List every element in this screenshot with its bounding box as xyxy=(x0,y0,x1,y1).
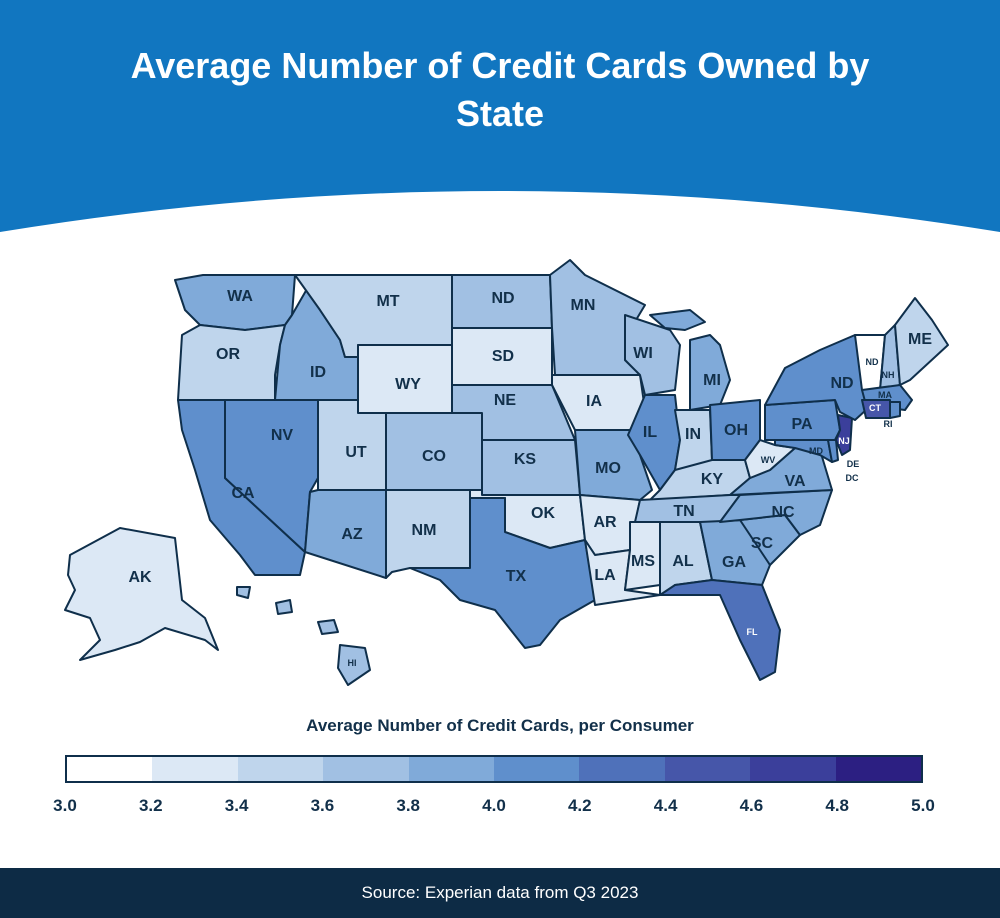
label-pa: PA xyxy=(791,416,812,433)
label-ct: CT xyxy=(869,403,881,413)
legend-color-scale xyxy=(65,755,923,783)
legend-swatch-2 xyxy=(237,757,324,781)
label-id: ID xyxy=(310,364,326,381)
legend-tick-8: 4.6 xyxy=(739,796,764,815)
state-ri[interactable] xyxy=(889,401,901,419)
state-de[interactable] xyxy=(827,439,839,463)
legend-swatch-0 xyxy=(67,757,153,781)
label-or: OR xyxy=(216,346,240,363)
label-ny: ND xyxy=(830,375,853,392)
legend-swatch-1 xyxy=(152,757,238,781)
label-ne: NE xyxy=(494,392,517,409)
label-de: DE xyxy=(847,459,860,469)
label-ut: UT xyxy=(345,444,367,461)
legend-swatch-8 xyxy=(750,757,836,781)
state-hi-3[interactable] xyxy=(317,619,339,635)
legend-swatch-3 xyxy=(323,757,409,781)
legend-swatch-5 xyxy=(494,757,580,781)
state-ak[interactable] xyxy=(64,527,219,661)
label-mt: MT xyxy=(376,293,399,310)
label-ga: GA xyxy=(722,554,746,571)
label-az: AZ xyxy=(341,526,363,543)
label-vt: ND xyxy=(866,357,879,367)
label-md: MD xyxy=(809,446,823,456)
state-ms[interactable] xyxy=(624,521,661,591)
legend-tick-7: 4.4 xyxy=(653,796,678,815)
label-oh: OH xyxy=(724,422,748,439)
label-sc: SC xyxy=(751,535,774,552)
label-wv: WV xyxy=(761,455,776,465)
legend-tick-labels: 3.0 3.2 3.4 3.6 3.8 4.0 4.2 4.4 4.6 4.8 5.0 xyxy=(53,796,935,818)
legend-tick-9: 4.8 xyxy=(825,796,850,815)
label-nh: NH xyxy=(882,370,895,380)
legend-tick-0: 3.0 xyxy=(53,796,77,815)
legend-tick-4: 3.8 xyxy=(396,796,421,815)
state-wi[interactable] xyxy=(624,314,681,396)
legend-tick-2: 3.4 xyxy=(224,796,249,815)
label-wy: WY xyxy=(395,376,421,393)
us-choropleth-map: WA OR NV CA ID MT WY UT AZ CO NM ND SD N… xyxy=(64,259,949,686)
label-wi: WI xyxy=(633,345,653,362)
legend-swatch-9 xyxy=(835,757,922,781)
label-wa: WA xyxy=(227,288,253,305)
label-me: ME xyxy=(908,331,932,348)
state-hi-2[interactable] xyxy=(275,599,293,615)
label-in: IN xyxy=(685,426,701,443)
label-nj: NJ xyxy=(838,436,850,446)
label-va: VA xyxy=(784,473,805,490)
label-nd: ND xyxy=(491,290,514,307)
label-tn: TN xyxy=(673,503,694,520)
label-ms: MS xyxy=(631,553,655,570)
legend-swatch-7 xyxy=(664,757,751,781)
legend-tick-1: 3.2 xyxy=(138,796,163,815)
state-or[interactable] xyxy=(177,324,286,401)
label-tx: TX xyxy=(506,568,527,585)
legend-title: Average Number of Credit Cards, per Cons… xyxy=(306,716,694,735)
legend-tick-10: 5.0 xyxy=(911,796,935,815)
state-hi-4[interactable] xyxy=(337,644,371,686)
label-ok: OK xyxy=(531,505,555,522)
label-sd: SD xyxy=(492,348,514,365)
label-nv: NV xyxy=(271,427,294,444)
label-fl: FL xyxy=(747,627,758,637)
label-il: IL xyxy=(643,424,657,441)
label-mi: MI xyxy=(703,372,721,389)
label-ar: AR xyxy=(593,514,617,531)
label-dc: DC xyxy=(846,473,859,483)
legend-tick-6: 4.2 xyxy=(567,796,592,815)
label-co: CO xyxy=(422,448,446,465)
label-nm: NM xyxy=(412,522,437,539)
label-ia: IA xyxy=(586,393,602,410)
label-la: LA xyxy=(594,567,616,584)
state-fl[interactable] xyxy=(659,579,781,681)
label-ak: AK xyxy=(128,569,152,586)
state-tx[interactable] xyxy=(409,497,596,649)
header-band xyxy=(0,0,1000,232)
label-ri: RI xyxy=(884,419,893,429)
label-ca: CA xyxy=(231,485,255,502)
label-hi: HI xyxy=(348,658,357,668)
state-hi-1[interactable] xyxy=(236,586,251,599)
label-ks: KS xyxy=(514,451,537,468)
source-footer: Source: Experian data from Q3 2023 xyxy=(0,868,1000,918)
label-ky: KY xyxy=(701,471,724,488)
page-title: Average Number of Credit Cards Owned by … xyxy=(130,45,870,134)
state-nj[interactable] xyxy=(835,414,853,456)
label-ma: MA xyxy=(878,390,892,400)
legend-swatch-6 xyxy=(579,757,665,781)
label-nc: NC xyxy=(771,504,795,521)
label-mn: MN xyxy=(571,297,596,314)
legend-tick-3: 3.6 xyxy=(310,796,335,815)
state-labels: WA OR NV CA ID MT WY UT AZ CO NM ND SD N… xyxy=(128,288,932,668)
label-al: AL xyxy=(672,553,694,570)
state-mi-up[interactable] xyxy=(649,309,706,331)
label-mo: MO xyxy=(595,460,621,477)
legend-swatch-4 xyxy=(408,757,495,781)
legend-tick-5: 4.0 xyxy=(482,796,506,815)
